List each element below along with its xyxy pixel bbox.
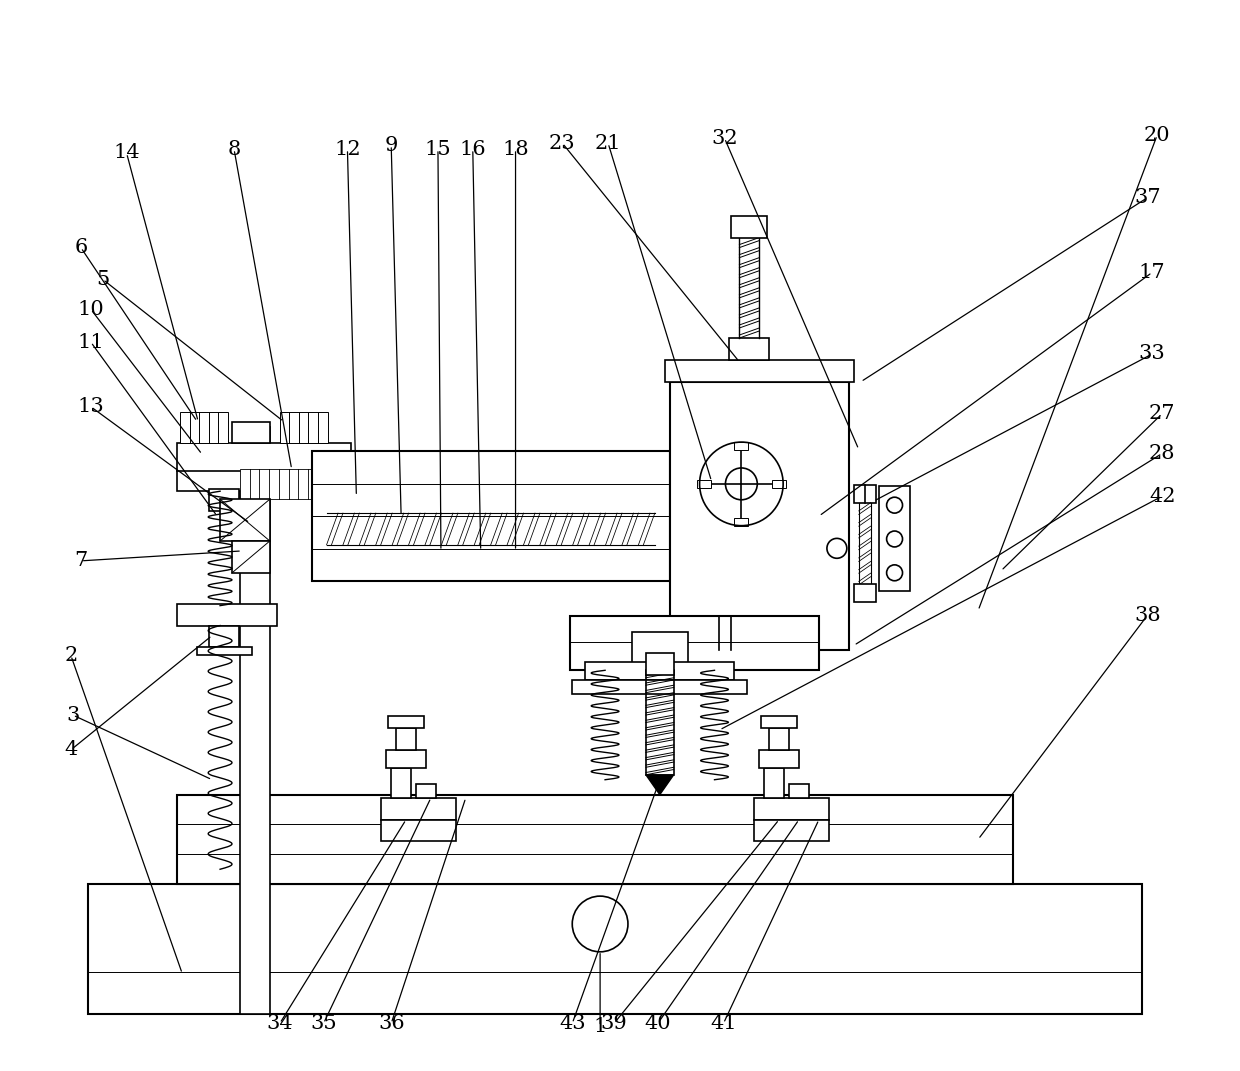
Bar xyxy=(177,469,286,492)
Bar xyxy=(729,338,769,360)
Bar xyxy=(754,819,828,842)
Text: 11: 11 xyxy=(77,332,104,351)
Bar xyxy=(241,426,270,1013)
Bar xyxy=(386,750,427,768)
Bar xyxy=(670,381,849,650)
Text: 3: 3 xyxy=(66,706,79,725)
Bar xyxy=(732,215,768,238)
Bar xyxy=(280,411,327,443)
Text: 18: 18 xyxy=(502,139,528,159)
Bar xyxy=(759,750,799,768)
Bar xyxy=(585,662,734,680)
Text: 34: 34 xyxy=(267,1014,293,1032)
Text: 33: 33 xyxy=(1138,345,1166,363)
Bar xyxy=(177,604,277,625)
Text: 6: 6 xyxy=(74,238,88,257)
Polygon shape xyxy=(646,774,673,795)
Text: 42: 42 xyxy=(1149,486,1176,506)
Text: 37: 37 xyxy=(1133,188,1161,208)
Text: 17: 17 xyxy=(1138,262,1166,282)
Text: 35: 35 xyxy=(310,1014,337,1032)
Text: 2: 2 xyxy=(64,646,77,665)
Bar xyxy=(646,653,673,676)
Text: 38: 38 xyxy=(1133,606,1161,625)
Text: 28: 28 xyxy=(1149,443,1176,463)
Text: 27: 27 xyxy=(1149,404,1176,423)
Bar xyxy=(210,489,239,511)
Bar xyxy=(734,442,748,450)
Text: 5: 5 xyxy=(95,270,109,289)
Bar xyxy=(854,485,875,502)
Bar xyxy=(197,647,252,655)
Bar xyxy=(570,616,818,670)
Text: 41: 41 xyxy=(711,1014,737,1032)
Text: 36: 36 xyxy=(378,1014,404,1032)
Bar xyxy=(632,633,688,670)
Bar xyxy=(381,798,456,819)
Text: 14: 14 xyxy=(113,144,140,163)
Bar xyxy=(665,360,854,381)
Bar xyxy=(697,480,711,488)
Bar xyxy=(773,480,786,488)
Bar xyxy=(88,885,1142,1013)
Text: 43: 43 xyxy=(559,1014,585,1032)
Text: 1: 1 xyxy=(594,1017,606,1036)
Text: 8: 8 xyxy=(227,139,241,159)
Bar xyxy=(391,768,412,798)
Bar xyxy=(789,784,808,798)
Bar xyxy=(572,680,748,694)
Text: 12: 12 xyxy=(334,139,361,159)
Text: 10: 10 xyxy=(77,300,104,319)
Bar xyxy=(754,798,828,819)
Text: 13: 13 xyxy=(77,397,104,417)
Bar xyxy=(764,768,784,798)
Text: 20: 20 xyxy=(1143,125,1171,145)
Text: 15: 15 xyxy=(424,139,451,159)
Bar xyxy=(769,728,789,750)
Bar xyxy=(210,625,239,647)
Text: 9: 9 xyxy=(384,136,398,154)
Bar xyxy=(854,584,875,602)
Bar xyxy=(396,728,417,750)
Text: 40: 40 xyxy=(645,1014,671,1032)
Text: 23: 23 xyxy=(549,134,575,152)
Bar xyxy=(417,784,436,798)
Text: 21: 21 xyxy=(595,134,621,152)
Text: 16: 16 xyxy=(460,139,486,159)
Bar xyxy=(381,819,456,842)
Bar xyxy=(180,411,228,443)
Text: 39: 39 xyxy=(600,1014,627,1032)
Bar xyxy=(232,541,270,573)
Bar xyxy=(219,499,270,541)
Bar xyxy=(177,795,1013,885)
Bar xyxy=(388,716,424,728)
Bar xyxy=(734,517,748,526)
Bar xyxy=(241,469,337,499)
Text: 32: 32 xyxy=(712,129,738,148)
Text: 7: 7 xyxy=(74,552,88,571)
Bar xyxy=(879,486,910,591)
Bar xyxy=(232,422,270,443)
Text: 4: 4 xyxy=(64,740,77,759)
Bar xyxy=(761,716,797,728)
Bar xyxy=(311,452,670,580)
Bar xyxy=(177,443,351,471)
